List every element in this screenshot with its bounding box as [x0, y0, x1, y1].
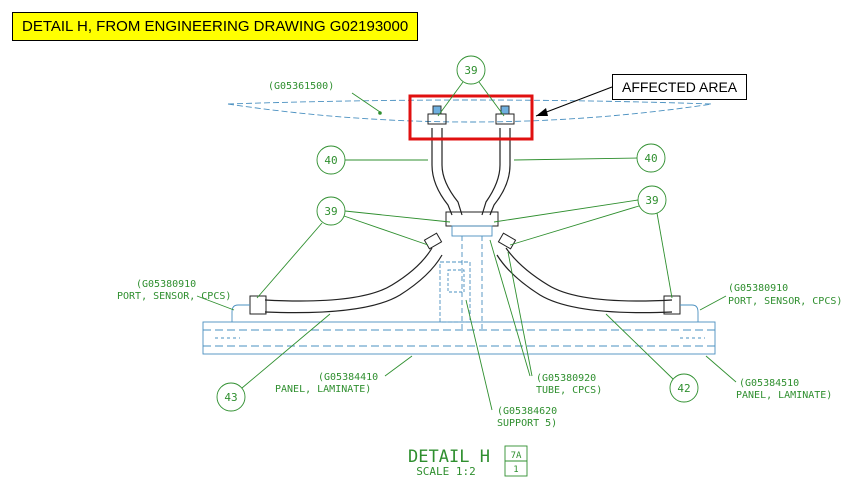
balloon-42: 42: [605, 313, 699, 403]
balloon-39-top: 39: [437, 55, 505, 117]
svg-text:39: 39: [645, 194, 658, 207]
affected-area-arrow: [535, 86, 613, 117]
svg-text:40: 40: [644, 152, 657, 165]
label-support-2: SUPPORT 5): [497, 418, 557, 429]
label-port-left-1: (G05380910: [136, 279, 196, 290]
support-block: [439, 261, 471, 323]
top-fittings: [427, 105, 515, 125]
label-panel-left-1: (G05384410: [318, 372, 378, 383]
port-sensors: [231, 304, 699, 322]
label-top-part: (G05361500): [268, 81, 334, 92]
upper-tubes: [431, 128, 511, 216]
balloon-39-right: 39: [493, 185, 673, 299]
svg-text:43: 43: [224, 391, 237, 404]
label-tube-2: TUBE, CPCS): [536, 385, 602, 396]
balloon-40-left: 40: [316, 145, 428, 175]
detail-scale: SCALE 1:2: [416, 465, 476, 478]
svg-text:39: 39: [324, 205, 337, 218]
svg-text:39: 39: [464, 64, 477, 77]
sheet-reference: 7A 1: [504, 445, 528, 477]
label-port-left-2: PORT, SENSOR, CPCS): [117, 291, 231, 302]
laminate-panel: [202, 321, 716, 355]
label-support-1: (G05384620: [497, 406, 557, 417]
lower-tubes: [264, 247, 673, 314]
affected-area-callout: AFFECTED AREA: [612, 74, 748, 100]
detail-title-banner: DETAIL H, FROM ENGINEERING DRAWING G0219…: [12, 12, 419, 41]
svg-text:42: 42: [677, 382, 690, 395]
label-panel-right-2: PANEL, LAMINATE): [736, 390, 832, 401]
svg-text:40: 40: [324, 154, 337, 167]
elbow-fittings: [249, 232, 681, 315]
label-port-right-2: PORT, SENSOR, CPCS): [728, 296, 842, 307]
balloon-40-right: 40: [513, 143, 666, 173]
label-tube-1: (G05380920: [536, 373, 596, 384]
detail-title: DETAIL H: [408, 447, 490, 467]
balloon-39-left: 39: [256, 196, 451, 299]
affected-area-highlight: [408, 94, 534, 141]
label-panel-right-1: (G05384510: [739, 378, 799, 389]
label-port-right-1: (G05380910: [728, 283, 788, 294]
balloon-43: 43: [216, 313, 331, 412]
label-panel-left-2: PANEL, LAMINATE): [275, 384, 371, 395]
top-curved-panel: [227, 103, 713, 123]
central-manifold: [445, 211, 499, 330]
svg-text:7A: 7A: [511, 451, 522, 461]
svg-text:1: 1: [513, 465, 518, 475]
